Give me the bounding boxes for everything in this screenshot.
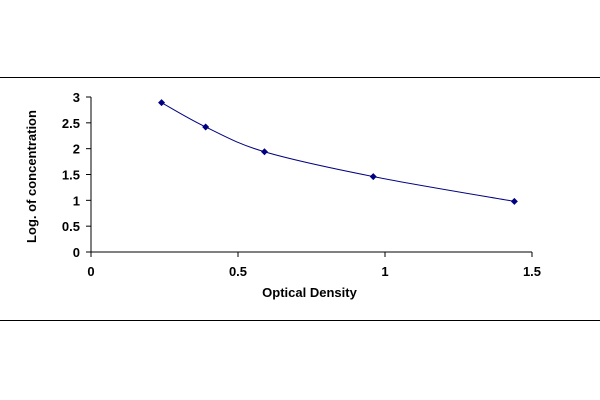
y-tick-label: 0: [73, 245, 80, 260]
data-point-marker: [510, 197, 518, 205]
y-tick-label: 1.5: [62, 168, 80, 183]
chart-frame: [0, 77, 600, 321]
y-tick-label: 1: [73, 193, 80, 208]
y-axis-ticks: 0 0.5 1 1.5 2 2.5 3: [62, 90, 91, 260]
axes: [90, 97, 532, 253]
data-point-marker: [158, 99, 166, 107]
y-tick-label: 0.5: [62, 219, 80, 234]
x-tick-label: 1.5: [523, 264, 541, 279]
y-tick-label: 2: [73, 142, 80, 157]
y-axis-title: Log. of concentration: [24, 110, 39, 243]
data-point-marker: [260, 148, 268, 156]
y-tick-label: 3: [73, 90, 80, 105]
x-tick-label: 0: [87, 264, 94, 279]
data-point-marker: [202, 123, 210, 131]
y-tick-label: 2.5: [62, 116, 80, 131]
x-axis-ticks: 0 0.5 1 1.5: [87, 252, 541, 279]
x-axis-title: Optical Density: [262, 285, 357, 300]
x-tick-label: 0.5: [229, 264, 247, 279]
series-line: [161, 102, 515, 202]
x-tick-label: 1: [381, 264, 388, 279]
data-point-marker: [369, 173, 377, 181]
data-points: [158, 99, 518, 205]
